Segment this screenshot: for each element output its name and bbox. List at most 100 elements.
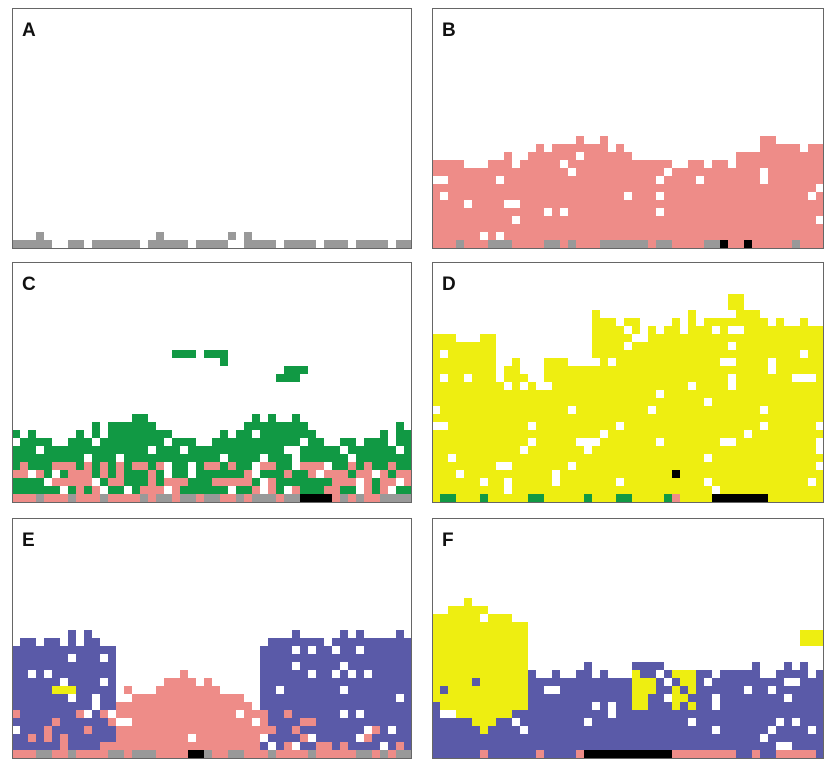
cell: [464, 750, 472, 758]
cell: [696, 366, 704, 374]
cell: [632, 422, 640, 430]
cell: [456, 614, 464, 622]
cell: [188, 678, 196, 686]
cell: [116, 734, 124, 742]
cell: [260, 742, 268, 750]
cell: [728, 224, 736, 232]
cell: [356, 726, 364, 734]
cell: [512, 240, 520, 248]
cell: [640, 192, 648, 200]
cell: [712, 430, 720, 438]
cell: [340, 438, 348, 446]
cell: [552, 144, 560, 152]
cell: [736, 454, 744, 462]
cell: [784, 200, 792, 208]
cell: [404, 470, 412, 478]
cell: [100, 470, 108, 478]
cell: [364, 478, 372, 486]
cell: [60, 718, 68, 726]
cell: [148, 478, 156, 486]
cell: [768, 462, 776, 470]
cell: [332, 726, 340, 734]
cell: [576, 478, 584, 486]
cell: [784, 414, 792, 422]
cell: [760, 678, 768, 686]
cell: [672, 670, 680, 678]
cell: [432, 374, 440, 382]
cell: [624, 208, 632, 216]
cell: [608, 750, 616, 758]
cell: [480, 390, 488, 398]
cell: [616, 414, 624, 422]
cell: [180, 478, 188, 486]
cell: [504, 390, 512, 398]
cell: [696, 232, 704, 240]
cell: [212, 742, 220, 750]
cell: [12, 750, 20, 758]
cell: [696, 208, 704, 216]
cell: [704, 358, 712, 366]
cell: [348, 734, 356, 742]
cell: [212, 454, 220, 462]
cell: [736, 358, 744, 366]
cell: [576, 702, 584, 710]
cell: [44, 638, 52, 646]
cell: [464, 208, 472, 216]
cell: [584, 742, 592, 750]
cell: [356, 654, 364, 662]
cell: [520, 240, 528, 248]
cell: [496, 718, 504, 726]
cell: [92, 742, 100, 750]
cell: [784, 374, 792, 382]
cell: [760, 414, 768, 422]
cell: [648, 374, 656, 382]
cell: [808, 232, 816, 240]
cell: [472, 398, 480, 406]
cell: [164, 678, 172, 686]
cell: [268, 710, 276, 718]
cell: [680, 184, 688, 192]
cell: [464, 366, 472, 374]
cell: [432, 726, 440, 734]
cell: [464, 224, 472, 232]
cell: [448, 176, 456, 184]
cell: [664, 216, 672, 224]
cell: [744, 454, 752, 462]
cell: [616, 216, 624, 224]
cell: [440, 670, 448, 678]
cell: [488, 176, 496, 184]
cell: [472, 726, 480, 734]
cell: [624, 734, 632, 742]
cell: [164, 446, 172, 454]
cell: [188, 742, 196, 750]
cell: [228, 734, 236, 742]
cell: [800, 160, 808, 168]
cell: [348, 494, 356, 502]
cell: [448, 702, 456, 710]
cell: [600, 414, 608, 422]
cell: [284, 366, 292, 374]
cell: [100, 694, 108, 702]
cell: [332, 478, 340, 486]
cell: [276, 702, 284, 710]
cell: [324, 702, 332, 710]
cell: [768, 374, 776, 382]
cell: [372, 686, 380, 694]
cell: [776, 486, 784, 494]
cell: [680, 382, 688, 390]
cell: [404, 710, 412, 718]
cell: [480, 224, 488, 232]
cell: [196, 446, 204, 454]
cell: [44, 446, 52, 454]
cell: [808, 630, 816, 638]
cell: [640, 454, 648, 462]
cell: [220, 726, 228, 734]
cell: [520, 176, 528, 184]
cell: [404, 686, 412, 694]
cell: [520, 750, 528, 758]
cell: [512, 710, 520, 718]
cell: [172, 686, 180, 694]
cell: [76, 494, 84, 502]
cell: [704, 742, 712, 750]
cell: [808, 486, 816, 494]
